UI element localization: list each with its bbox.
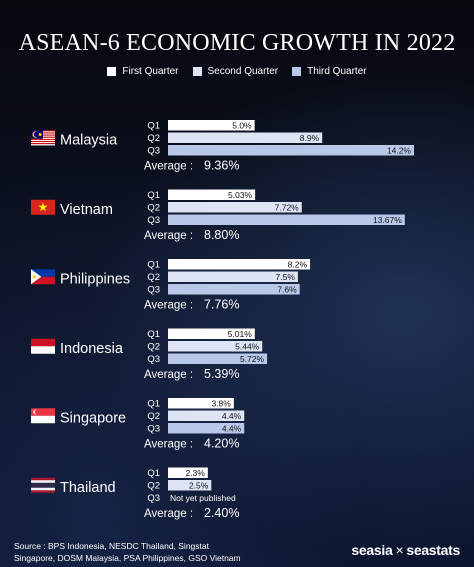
- data-label: 2.5%: [189, 481, 209, 491]
- country-label-philippines: Philippines: [60, 271, 130, 287]
- source-note: Source : BPS Indonesia, NESDC Thailand, …: [14, 540, 314, 564]
- data-label: Not yet published: [170, 493, 236, 503]
- data-label: 5.72%: [240, 354, 265, 364]
- quarter-label: Q3: [147, 146, 160, 157]
- data-label: 4.4%: [222, 424, 242, 434]
- source-line-1: Source : BPS Indonesia, NESDC Thailand, …: [14, 541, 209, 551]
- thailand-flag-icon: [31, 477, 55, 493]
- brand-left: seasia: [351, 542, 393, 558]
- indonesia-flag-icon: [31, 338, 55, 354]
- source-line-2: Singapore, DOSM Malaysia, PSA Philippine…: [14, 553, 241, 563]
- quarter-label: Q2: [147, 411, 160, 422]
- data-label: 4.4%: [222, 411, 242, 421]
- data-label: 5.44%: [235, 342, 260, 352]
- quarter-label: Q2: [147, 133, 160, 144]
- philippines-flag-icon: [31, 269, 55, 285]
- country-label-malaysia: Malaysia: [60, 132, 118, 148]
- average-value-vietnam: 8.80%: [204, 228, 239, 242]
- bar-thailand-q2: [168, 480, 212, 491]
- bar-thailand-q1: [168, 467, 208, 478]
- bar-singapore-q2: [168, 410, 245, 421]
- quarter-label: Q2: [147, 481, 160, 492]
- country-label-indonesia: Indonesia: [60, 341, 124, 357]
- average-label: Average :: [144, 161, 193, 173]
- legend: First Quarter Second Quarter Third Quart…: [0, 66, 474, 77]
- bar-philippines-q1: [168, 259, 311, 270]
- brand-right: seastats: [406, 542, 460, 558]
- brand-logo: seasia × seastats: [351, 542, 460, 558]
- bar-philippines-q3: [168, 284, 300, 295]
- bar-indonesia-q2: [168, 341, 263, 352]
- vietnam-flag-icon: [31, 199, 55, 215]
- quarter-label: Q1: [147, 329, 160, 340]
- data-label: 8.9%: [300, 133, 320, 143]
- legend-label-q1: First Quarter: [122, 66, 179, 77]
- bar-indonesia-q3: [168, 353, 268, 364]
- legend-swatch-q1: [107, 67, 117, 76]
- legend-item-q1: First Quarter: [107, 66, 179, 77]
- bar-malaysia-q1: [168, 120, 255, 131]
- average-label: Average :: [144, 369, 193, 381]
- quarter-label: Q2: [147, 272, 160, 283]
- data-label: 5.0%: [232, 121, 252, 131]
- data-label: 7.6%: [277, 285, 297, 295]
- average-label: Average :: [144, 508, 193, 520]
- data-label: 7.72%: [275, 203, 300, 213]
- country-label-singapore: Singapore: [60, 410, 126, 426]
- data-label: 3.8%: [211, 399, 231, 409]
- average-label: Average :: [144, 300, 193, 312]
- average-value-thailand: 2.40%: [204, 506, 239, 520]
- legend-label-q2: Second Quarter: [207, 66, 279, 77]
- quarter-label: Q2: [147, 203, 160, 214]
- country-label-vietnam: Vietnam: [60, 202, 113, 218]
- data-label: 7.5%: [276, 272, 296, 282]
- quarter-label: Q1: [147, 468, 160, 479]
- quarter-label: Q1: [147, 190, 160, 201]
- country-label-thailand: Thailand: [60, 480, 116, 496]
- brand-separator: ×: [395, 542, 404, 558]
- quarter-label: Q2: [147, 342, 160, 353]
- singapore-flag-icon: [31, 408, 55, 424]
- average-value-philippines: 7.76%: [204, 298, 239, 312]
- quarter-label: Q1: [147, 399, 160, 410]
- malaysia-flag-icon: [31, 130, 55, 146]
- quarter-label: Q3: [147, 215, 160, 226]
- data-label: 13.67%: [373, 215, 402, 225]
- bar-malaysia-q3: [168, 145, 414, 156]
- data-label: 5.01%: [228, 329, 253, 339]
- average-value-singapore: 4.20%: [204, 437, 239, 451]
- legend-label-q3: Third Quarter: [307, 66, 367, 77]
- bar-singapore-q1: [168, 398, 234, 409]
- average-label: Average :: [144, 230, 193, 242]
- data-label: 2.3%: [185, 468, 205, 478]
- average-value-malaysia: 9.36%: [204, 159, 239, 173]
- bar-vietnam-q3: [168, 214, 405, 225]
- average-label: Average :: [144, 439, 193, 451]
- legend-swatch-q2: [192, 67, 202, 76]
- data-label: 14.2%: [387, 146, 412, 156]
- bar-singapore-q3: [168, 423, 245, 434]
- legend-swatch-q3: [292, 67, 302, 76]
- quarter-label: Q3: [147, 424, 160, 435]
- chart-title: ASEAN-6 ECONOMIC GROWTH IN 2022: [18, 30, 456, 56]
- bar-philippines-q2: [168, 271, 298, 282]
- quarter-label: Q3: [147, 493, 160, 504]
- quarter-label: Q3: [147, 354, 160, 365]
- legend-item-q2: Second Quarter: [192, 66, 279, 77]
- legend-item-q3: Third Quarter: [292, 66, 367, 77]
- quarter-label: Q1: [147, 260, 160, 271]
- bar-malaysia-q2: [168, 132, 323, 143]
- data-label: 8.2%: [288, 260, 308, 270]
- bar-vietnam-q1: [168, 189, 256, 200]
- average-value-indonesia: 5.39%: [204, 367, 239, 381]
- quarter-label: Q3: [147, 285, 160, 296]
- data-label: 5.03%: [228, 190, 253, 200]
- quarter-label: Q1: [147, 121, 160, 132]
- bar-indonesia-q1: [168, 328, 255, 339]
- bar-vietnam-q2: [168, 202, 302, 213]
